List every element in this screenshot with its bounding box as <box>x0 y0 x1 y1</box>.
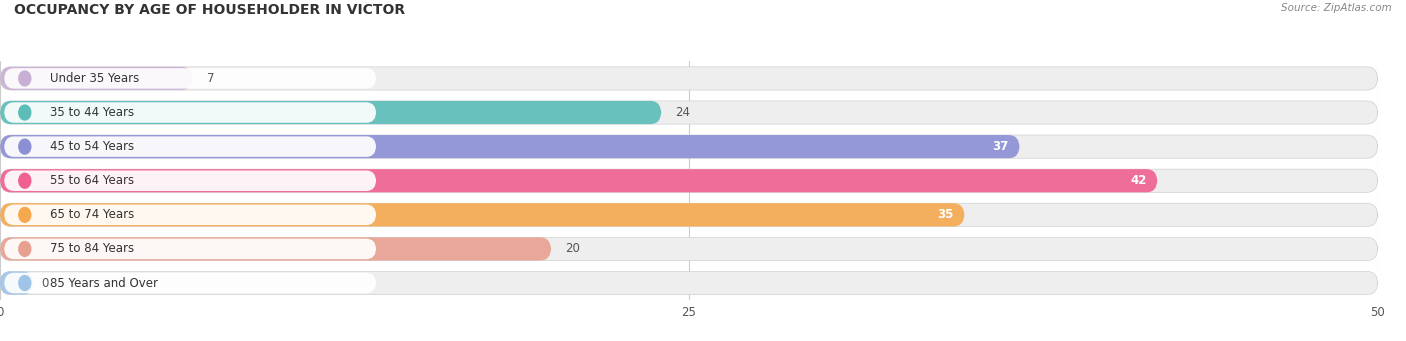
Text: OCCUPANCY BY AGE OF HOUSEHOLDER IN VICTOR: OCCUPANCY BY AGE OF HOUSEHOLDER IN VICTO… <box>14 3 405 17</box>
Circle shape <box>18 207 31 222</box>
Circle shape <box>18 71 31 86</box>
FancyBboxPatch shape <box>4 273 377 293</box>
FancyBboxPatch shape <box>4 68 377 89</box>
Text: 7: 7 <box>207 72 214 85</box>
Text: 42: 42 <box>1130 174 1146 187</box>
FancyBboxPatch shape <box>4 205 377 225</box>
FancyBboxPatch shape <box>4 136 377 157</box>
FancyBboxPatch shape <box>0 271 1378 295</box>
Text: Source: ZipAtlas.com: Source: ZipAtlas.com <box>1281 3 1392 13</box>
FancyBboxPatch shape <box>0 237 551 261</box>
Text: 45 to 54 Years: 45 to 54 Years <box>49 140 134 153</box>
Circle shape <box>18 139 31 154</box>
FancyBboxPatch shape <box>4 239 377 259</box>
FancyBboxPatch shape <box>4 102 377 123</box>
Circle shape <box>18 105 31 120</box>
Text: 0: 0 <box>41 277 49 290</box>
FancyBboxPatch shape <box>0 101 1378 124</box>
Text: 35: 35 <box>938 208 953 221</box>
FancyBboxPatch shape <box>0 101 661 124</box>
Circle shape <box>18 241 31 256</box>
Text: 20: 20 <box>565 242 579 255</box>
FancyBboxPatch shape <box>4 170 377 191</box>
FancyBboxPatch shape <box>0 203 1378 226</box>
Text: 35 to 44 Years: 35 to 44 Years <box>49 106 134 119</box>
Text: 24: 24 <box>675 106 690 119</box>
FancyBboxPatch shape <box>0 271 34 295</box>
Circle shape <box>18 173 31 188</box>
FancyBboxPatch shape <box>0 169 1157 192</box>
Text: 55 to 64 Years: 55 to 64 Years <box>49 174 134 187</box>
FancyBboxPatch shape <box>0 67 193 90</box>
Circle shape <box>18 276 31 291</box>
FancyBboxPatch shape <box>0 135 1019 158</box>
Text: 85 Years and Over: 85 Years and Over <box>49 277 157 290</box>
Text: 65 to 74 Years: 65 to 74 Years <box>49 208 134 221</box>
FancyBboxPatch shape <box>0 237 1378 261</box>
FancyBboxPatch shape <box>0 203 965 226</box>
Text: Under 35 Years: Under 35 Years <box>49 72 139 85</box>
FancyBboxPatch shape <box>0 135 1378 158</box>
FancyBboxPatch shape <box>0 169 1378 192</box>
FancyBboxPatch shape <box>0 67 1378 90</box>
Text: 37: 37 <box>993 140 1008 153</box>
Text: 75 to 84 Years: 75 to 84 Years <box>49 242 134 255</box>
